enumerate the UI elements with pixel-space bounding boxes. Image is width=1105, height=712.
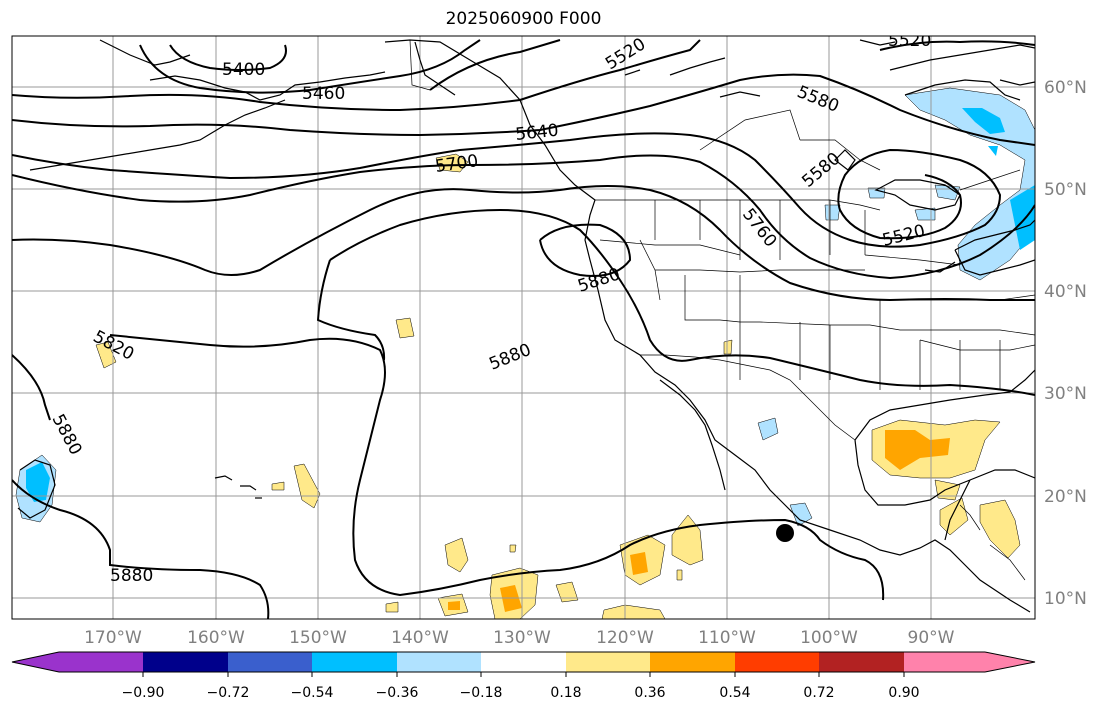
colorbar-tick-label: −0.90: [122, 685, 165, 701]
lat-label: 60°N: [1044, 78, 1087, 98]
contour-label: 5400: [222, 60, 265, 80]
colorbar-tick-label: −0.18: [460, 685, 503, 701]
colorbar-tick-label: −0.36: [376, 685, 419, 701]
positive-anomaly-shading: [95, 153, 1021, 619]
lat-label: 10°N: [1044, 589, 1087, 609]
colorbar-outline: [11, 651, 1036, 673]
lat-label: 30°N: [1044, 384, 1087, 404]
colorbar: −0.90 −0.72 −0.54 −0.36 −0.18 0.18 0.36 …: [11, 651, 1036, 701]
colorbar-tick-label: 0.18: [550, 685, 581, 701]
longitude-labels: 170°W 160°W 150°W 140°W 130°W 120°W 110°…: [84, 628, 955, 648]
lon-label: 100°W: [800, 628, 858, 648]
lat-label: 40°N: [1044, 282, 1087, 302]
colorbar-tick-label: −0.72: [207, 685, 250, 701]
colorbar-tick-label: 0.54: [719, 685, 750, 701]
map-panel: 5400 5460 5520 5520 5580 5580 5640 5700 …: [11, 31, 1036, 620]
lon-label: 120°W: [596, 628, 654, 648]
height-contours: [12, 39, 1035, 619]
lon-label: 160°W: [187, 628, 245, 648]
map-frame: [11, 35, 1036, 620]
lon-label: 170°W: [84, 628, 142, 648]
colorbar-segment: [228, 652, 312, 672]
colorbar-segment: [735, 652, 819, 672]
map-background: [12, 36, 1035, 619]
storm-center-marker: [776, 524, 794, 542]
contour-label: 5520: [888, 31, 931, 51]
lon-label: 150°W: [289, 628, 347, 648]
lon-label: 90°W: [908, 628, 955, 648]
lat-label: 20°N: [1044, 487, 1087, 507]
coastlines: [17, 39, 1035, 613]
colorbar-segment: [566, 652, 650, 672]
lon-label: 140°W: [391, 628, 449, 648]
colorbar-tick-label: −0.54: [291, 685, 334, 701]
lon-label: 110°W: [698, 628, 756, 648]
contour-label: 5880: [110, 566, 153, 586]
colorbar-extend-max: [985, 652, 1035, 672]
colorbar-segment: [397, 652, 481, 672]
lat-label: 50°N: [1044, 180, 1087, 200]
colorbar-segment: [481, 652, 566, 672]
colorbar-extend-min: [12, 652, 59, 672]
colorbar-labels: −0.90 −0.72 −0.54 −0.36 −0.18 0.18 0.36 …: [122, 685, 920, 701]
colorbar-segment: [904, 652, 985, 672]
political-borders: [409, 39, 1035, 581]
colorbar-segment: [312, 652, 397, 672]
colorbar-segment: [143, 652, 228, 672]
colorbar-tick-label: 0.36: [634, 685, 665, 701]
gridlines: [12, 36, 1035, 619]
contour-label: 5640: [514, 121, 559, 145]
colorbar-segment: [59, 652, 143, 672]
colorbar-segment: [819, 652, 904, 672]
contour-label: 5460: [302, 84, 345, 104]
colorbar-segments: [12, 652, 1035, 672]
colorbar-tick-label: 0.90: [888, 685, 919, 701]
colorbar-ticks: [142, 672, 905, 677]
lon-label: 130°W: [493, 628, 551, 648]
map-title: 2025060900 F000: [445, 9, 602, 29]
latitude-labels: 60°N 50°N 40°N 30°N 20°N 10°N: [1044, 78, 1087, 609]
colorbar-segment: [650, 652, 735, 672]
colorbar-tick-label: 0.72: [803, 685, 834, 701]
